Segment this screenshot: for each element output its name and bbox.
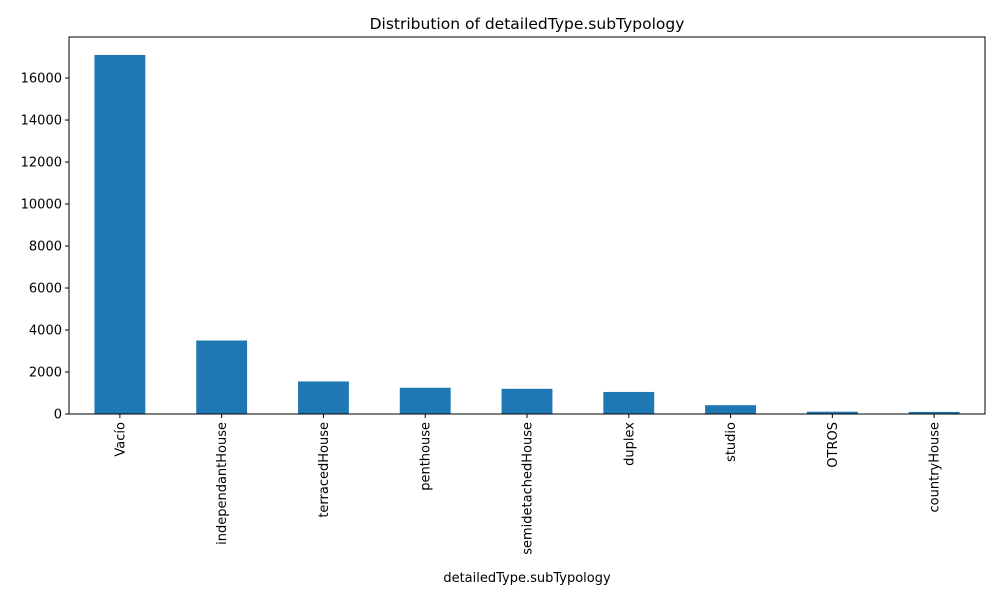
bar-1: [196, 340, 248, 414]
x-tick-label: duplex: [622, 422, 637, 466]
y-tick-label: 0: [54, 408, 62, 423]
y-tick-label: 8000: [29, 240, 62, 255]
bar-6: [705, 405, 756, 414]
plot-frame: [68, 36, 986, 415]
x-tick-label: Vacío: [113, 422, 128, 457]
bar-5: [603, 391, 655, 414]
bar-8: [908, 411, 960, 414]
bar-0: [94, 54, 146, 414]
bars-group: [94, 54, 960, 414]
y-tick-label: 10000: [21, 198, 62, 213]
x-axis: Vacío independantHouse terracedHouse pentho…: [113, 414, 943, 555]
x-tick-label: semidetachedHouse: [521, 422, 536, 555]
y-tick-label: 2000: [29, 366, 62, 381]
bar-3: [399, 387, 451, 414]
x-tick-label: OTROS: [826, 422, 841, 468]
y-tick-label: 12000: [21, 156, 62, 171]
chart-title: Distribution of detailedType.subTypology: [370, 15, 685, 33]
y-tick-label: 14000: [21, 114, 62, 129]
bar-4: [501, 388, 553, 414]
x-tick-label: terracedHouse: [317, 422, 332, 518]
x-tick-label: penthouse: [419, 422, 434, 491]
x-tick-label: studio: [724, 422, 739, 462]
y-axis: 0 2000 4000 6000 8000 10000 12000 14000 16000: [21, 72, 69, 423]
y-tick-label: 4000: [29, 324, 62, 339]
y-tick-label: 16000: [21, 72, 62, 87]
x-tick-label: independantHouse: [215, 422, 230, 545]
y-tick-label: 6000: [29, 282, 62, 297]
x-tick-label: countryHouse: [928, 422, 943, 512]
bar-2: [298, 381, 349, 414]
bar-7: [806, 411, 858, 414]
x-axis-label: detailedType.subTypology: [443, 571, 611, 586]
